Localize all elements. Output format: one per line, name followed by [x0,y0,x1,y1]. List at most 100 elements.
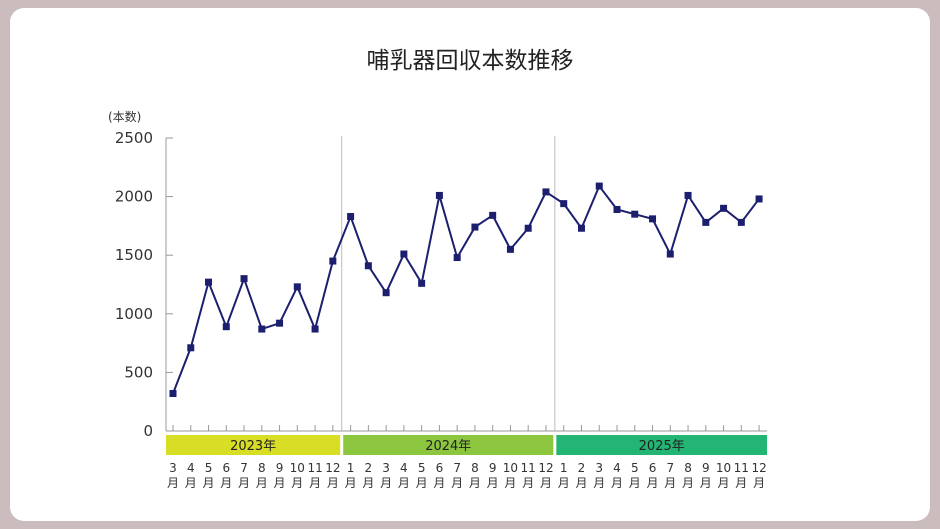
x-tick-suffix: 月 [345,476,357,490]
x-tick-suffix: 月 [185,476,197,490]
x-tick-suffix: 月 [487,476,499,490]
data-point [418,279,426,287]
data-point [755,195,763,203]
x-tick-suffix: 月 [647,476,659,490]
data-point [666,250,674,258]
x-tick-label: 8 [471,461,479,475]
x-tick-label: 10 [290,461,305,475]
x-tick-suffix: 月 [220,476,232,490]
data-point [222,323,230,331]
x-tick-suffix: 月 [398,476,410,490]
x-tick-suffix: 月 [575,476,587,490]
x-tick-suffix: 月 [558,476,570,490]
year-bands: 2023年 2024年 2025年 [166,435,768,455]
data-point [205,278,213,286]
x-tick-label: 5 [205,461,213,475]
x-tick-label: 2 [365,461,373,475]
x-tick-label: 11 [307,461,322,475]
x-tick-suffix: 月 [167,476,179,490]
year-band [343,435,554,455]
data-point [382,289,390,297]
x-tick-label: 10 [503,461,518,475]
x-tick-label: 5 [631,461,639,475]
x-tick-label: 2 [578,461,586,475]
x-tick-label: 3 [595,461,603,475]
x-tick-suffix: 月 [451,476,463,490]
data-point [329,257,337,265]
x-tick-suffix: 月 [593,476,605,490]
x-tick-label: 11 [521,461,536,475]
x-tick-suffix: 月 [203,476,215,490]
x-tick-label: 3 [382,461,390,475]
data-point [489,211,497,219]
x-tick-label: 9 [702,461,710,475]
x-tick-suffix: 月 [309,476,321,490]
y-tick-label: 2000 [115,188,153,206]
x-tick-suffix: 月 [718,476,730,490]
year-band [556,435,768,455]
y-tick-label: 1500 [115,246,153,264]
x-tick-label: 3 [169,461,177,475]
chart-title: 哺乳器回収本数推移 [367,48,574,74]
x-tick-suffix: 月 [682,476,694,490]
x-tick-suffix: 月 [291,476,303,490]
x-tick-label: 1 [347,461,355,475]
x-tick-label: 8 [258,461,266,475]
series-line [169,182,763,397]
x-tick-suffix: 月 [735,476,747,490]
x-tick-suffix: 月 [380,476,392,490]
data-point [560,200,568,208]
year-dividers [341,136,556,431]
data-point [169,389,177,397]
x-tick-label: 12 [325,461,340,475]
data-point [684,191,692,199]
chart-card: 哺乳器回収本数推移 (本数) 0 500 1000 1500 2000 2500 2023… [10,8,930,521]
year-band-label: 2025年 [639,439,685,454]
data-point [187,344,195,352]
y-tick-label: 500 [124,363,153,381]
data-point [364,262,372,270]
data-point [293,283,301,291]
x-tick-suffix: 月 [256,476,268,490]
y-tick-label: 1000 [115,305,153,323]
x-tick-suffix: 月 [238,476,250,490]
y-axis-label: (本数) [108,109,141,124]
x-tick-label: 6 [436,461,444,475]
y-tick-label: 2500 [115,129,153,147]
x-tick-label: 6 [649,461,657,475]
x-tick-suffix: 月 [522,476,534,490]
x-tick-label: 10 [716,461,731,475]
data-point [400,250,408,258]
x-tick-suffix: 月 [327,476,339,490]
year-band-label: 2024年 [425,439,471,454]
data-point [631,210,639,218]
data-point [471,223,479,231]
data-point [577,224,585,232]
data-point [595,182,603,190]
data-point [702,218,710,226]
data-point [347,213,355,221]
axes [165,138,768,432]
x-tick-suffix: 月 [700,476,712,490]
line-chart: 哺乳器回収本数推移 (本数) 0 500 1000 1500 2000 2500 2023… [108,48,768,490]
year-band-label: 2023年 [230,439,276,454]
data-point [649,215,657,223]
x-tick-label: 9 [276,461,284,475]
data-point [720,204,728,212]
x-tick-label: 4 [187,461,195,475]
series-polyline [172,184,760,394]
x-tick-suffix: 月 [629,476,641,490]
y-ticks: 0 500 1000 1500 2000 2500 [115,129,173,440]
x-tick-label: 9 [489,461,497,475]
x-tick-label: 7 [240,461,248,475]
x-tick-suffix: 月 [611,476,623,490]
x-tick-label: 4 [400,461,408,475]
x-tick-suffix: 月 [469,476,481,490]
x-tick-suffix: 月 [433,476,445,490]
data-point [453,254,461,262]
x-tick-suffix: 月 [416,476,428,490]
data-point [276,319,284,327]
data-point [258,325,266,333]
x-tick-suffix: 月 [274,476,286,490]
data-point [542,188,550,196]
